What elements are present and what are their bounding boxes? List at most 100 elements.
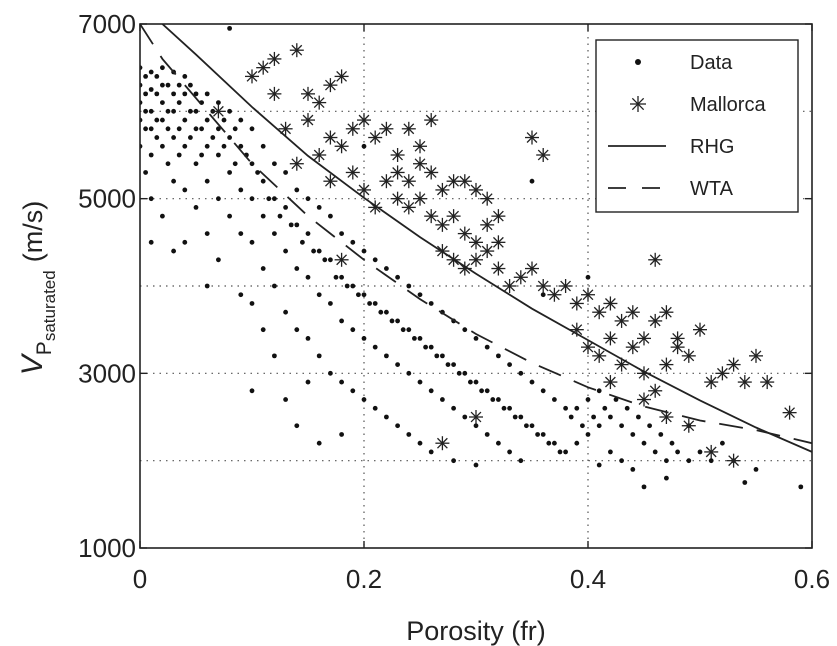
data-point — [552, 440, 557, 446]
data-point — [507, 449, 512, 455]
mallorca-point — [334, 139, 349, 154]
mallorca-point — [245, 69, 259, 84]
mallorca-point — [401, 200, 416, 215]
y-tick-label: 1000 — [78, 533, 136, 563]
mallorca-point — [345, 165, 360, 180]
legend: Data Mallorca RHG WTA — [595, 39, 799, 213]
plot-frame — [139, 23, 813, 549]
data-point — [283, 205, 288, 210]
data-point — [143, 170, 149, 175]
data-point — [339, 379, 344, 385]
data-point — [624, 405, 630, 411]
mallorca-point — [334, 69, 349, 84]
data-point — [154, 135, 160, 140]
data-point — [316, 353, 322, 359]
data-point — [143, 91, 149, 97]
x-tick-label: 0.2 — [346, 564, 382, 594]
data-point — [484, 344, 490, 350]
mallorca-point — [637, 392, 651, 407]
data-point — [204, 231, 210, 237]
data-point — [518, 458, 524, 464]
mallorca-point — [726, 357, 741, 372]
data-point — [529, 423, 535, 429]
data-point — [619, 458, 624, 464]
data-point — [384, 414, 389, 420]
data-point — [171, 108, 177, 114]
data-point — [249, 161, 255, 167]
data-point — [176, 100, 182, 105]
data-point — [423, 344, 428, 350]
y-axis-title-unit: (m/s) — [18, 201, 48, 262]
data-point — [238, 143, 244, 149]
mallorca-point — [435, 436, 450, 451]
data-point — [294, 327, 300, 333]
legend-marker-dot — [635, 59, 641, 65]
data-point — [585, 274, 591, 280]
data-point — [216, 257, 221, 263]
legend-label-wta: WTA — [690, 178, 734, 200]
mallorca-point — [401, 174, 416, 189]
data-point — [160, 82, 165, 88]
data-point — [742, 480, 748, 485]
data-point — [596, 423, 602, 429]
data-point — [316, 440, 322, 446]
data-point — [255, 170, 260, 175]
data-point — [451, 458, 456, 464]
data-point — [148, 152, 154, 158]
data-point — [328, 257, 333, 263]
data-point — [294, 423, 300, 429]
data-point — [227, 213, 233, 219]
svg-text:VPsaturated(m/s): VPsaturated (m/s) — [16, 201, 59, 375]
data-point — [316, 248, 322, 254]
mallorca-point — [749, 348, 763, 363]
data-point — [417, 440, 423, 446]
data-point — [412, 336, 417, 341]
data-point — [165, 108, 171, 114]
data-point — [294, 222, 300, 228]
data-point — [384, 266, 389, 271]
mallorca-point — [637, 331, 651, 346]
data-point — [350, 388, 356, 394]
data-point — [328, 370, 333, 376]
mallorca-point — [457, 261, 472, 276]
data-point — [260, 266, 266, 271]
data-point — [260, 327, 266, 333]
data-point — [176, 126, 182, 132]
mallorca-point — [301, 113, 315, 128]
rhg-curve — [161, 24, 812, 453]
data-point — [619, 423, 624, 429]
data-point — [440, 397, 445, 402]
data-point — [249, 388, 255, 394]
data-point — [473, 423, 479, 429]
data-point — [216, 100, 221, 105]
data-point — [148, 239, 154, 245]
data-point — [193, 205, 199, 210]
mallorca-point — [536, 279, 551, 293]
mallorca-point — [659, 305, 674, 320]
data-point — [428, 388, 434, 394]
data-point — [328, 213, 333, 219]
data-point — [182, 239, 188, 245]
data-point — [608, 449, 613, 455]
y-tick-label: 3000 — [78, 358, 136, 388]
data-point — [266, 196, 272, 202]
mallorca-point — [323, 130, 338, 145]
data-point — [148, 196, 154, 202]
mallorca-point — [312, 95, 327, 110]
mallorca-point — [480, 191, 495, 206]
mallorca-point — [525, 130, 539, 145]
data-point — [154, 117, 160, 123]
data-point — [143, 126, 149, 132]
data-point — [272, 161, 277, 167]
data-point — [171, 248, 177, 254]
data-point — [496, 353, 501, 359]
x-tick-label: 0 — [133, 564, 147, 594]
data-point — [249, 126, 255, 132]
data-point — [546, 440, 552, 446]
mallorca-point — [334, 252, 349, 267]
data-point — [227, 25, 233, 31]
data-point — [507, 362, 512, 367]
mallorca-point — [614, 313, 629, 328]
y-tick-label: 5000 — [78, 184, 136, 214]
data-point — [238, 292, 244, 298]
